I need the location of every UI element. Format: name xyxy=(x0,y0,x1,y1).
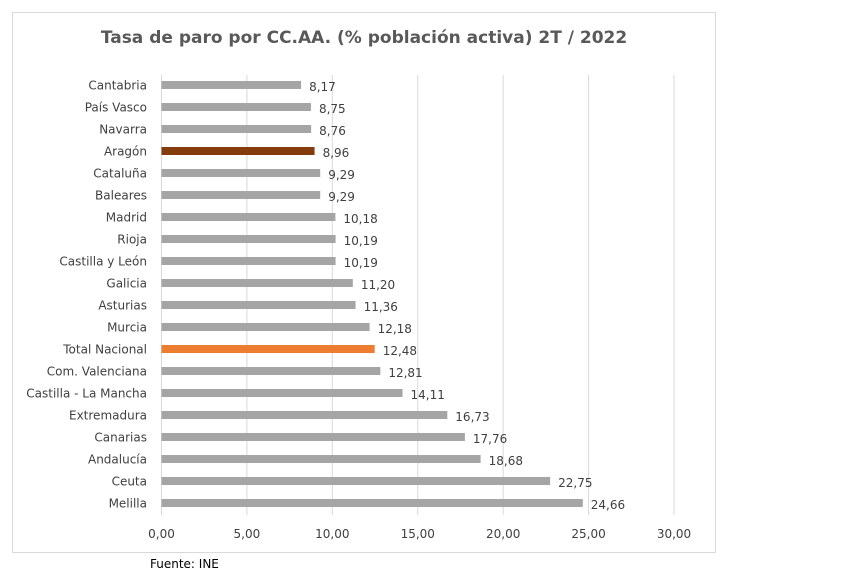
x-tick-label: 5,00 xyxy=(234,527,261,541)
category-label: Cataluña xyxy=(93,167,147,181)
data-label: 24,66 xyxy=(591,498,625,512)
category-label: Castilla y León xyxy=(59,255,147,269)
bar xyxy=(161,455,481,463)
chart-title: Tasa de paro por CC.AA. (% población act… xyxy=(100,28,628,48)
bar xyxy=(161,301,356,309)
category-label: Canarias xyxy=(94,431,147,445)
category-label: Com. Valenciana xyxy=(47,365,147,379)
data-label: 12,81 xyxy=(388,366,422,380)
x-tick-label: 10,00 xyxy=(315,527,349,541)
data-label: 10,19 xyxy=(344,256,378,270)
x-tick-label: 25,00 xyxy=(571,527,605,541)
bar xyxy=(161,213,336,221)
bar xyxy=(161,147,315,155)
bar xyxy=(161,279,353,287)
category-label: Galicia xyxy=(106,277,147,291)
source-note: Fuente: INE xyxy=(150,557,219,571)
category-label: Aragón xyxy=(104,145,147,159)
data-label: 14,11 xyxy=(411,388,445,402)
x-tick-label: 20,00 xyxy=(486,527,520,541)
category-label: Rioja xyxy=(117,233,147,247)
data-label: 10,19 xyxy=(344,234,378,248)
data-label: 9,29 xyxy=(328,168,355,182)
data-label: 12,18 xyxy=(378,322,412,336)
bar xyxy=(161,257,336,265)
bar xyxy=(161,323,370,331)
category-label: Castilla - La Mancha xyxy=(26,387,147,401)
category-label: País Vasco xyxy=(85,101,147,115)
category-label: Extremadura xyxy=(69,409,147,423)
bar xyxy=(161,125,312,133)
data-label: 8,96 xyxy=(323,146,350,160)
x-tick-label: 30,00 xyxy=(657,527,691,541)
data-label: 18,68 xyxy=(489,454,523,468)
data-label: 11,36 xyxy=(364,300,398,314)
category-label: Navarra xyxy=(99,123,147,137)
bar xyxy=(161,499,583,507)
x-tick-label: 15,00 xyxy=(401,527,435,541)
category-label: Baleares xyxy=(95,189,147,203)
data-label: 17,76 xyxy=(473,432,507,446)
data-label: 11,20 xyxy=(361,278,395,292)
bar xyxy=(161,367,381,375)
category-label: Melilla xyxy=(109,497,147,511)
bar xyxy=(161,477,551,485)
bar xyxy=(161,433,465,441)
category-label: Asturias xyxy=(98,299,147,313)
data-label: 10,18 xyxy=(343,212,377,226)
category-label: Ceuta xyxy=(112,475,147,489)
category-label: Murcia xyxy=(107,321,147,335)
x-tick-label: 0,00 xyxy=(148,527,175,541)
bar xyxy=(161,389,403,397)
bar xyxy=(161,235,336,243)
data-label: 8,75 xyxy=(319,102,346,116)
category-label: Total Nacional xyxy=(62,343,147,357)
data-label: 8,76 xyxy=(319,124,346,138)
bar xyxy=(161,191,321,199)
bar xyxy=(161,411,448,419)
data-label: 22,75 xyxy=(558,476,592,490)
data-label: 16,73 xyxy=(455,410,489,424)
bar xyxy=(161,169,321,177)
data-label: 12,48 xyxy=(383,344,417,358)
bar xyxy=(161,81,302,89)
category-label: Madrid xyxy=(106,211,147,225)
category-label: Cantabria xyxy=(88,79,147,93)
bar xyxy=(161,345,375,353)
category-label: Andalucía xyxy=(88,453,147,467)
data-label: 9,29 xyxy=(328,190,355,204)
data-label: 8,17 xyxy=(309,80,336,94)
chart-frame xyxy=(12,12,716,553)
bar xyxy=(161,103,311,111)
